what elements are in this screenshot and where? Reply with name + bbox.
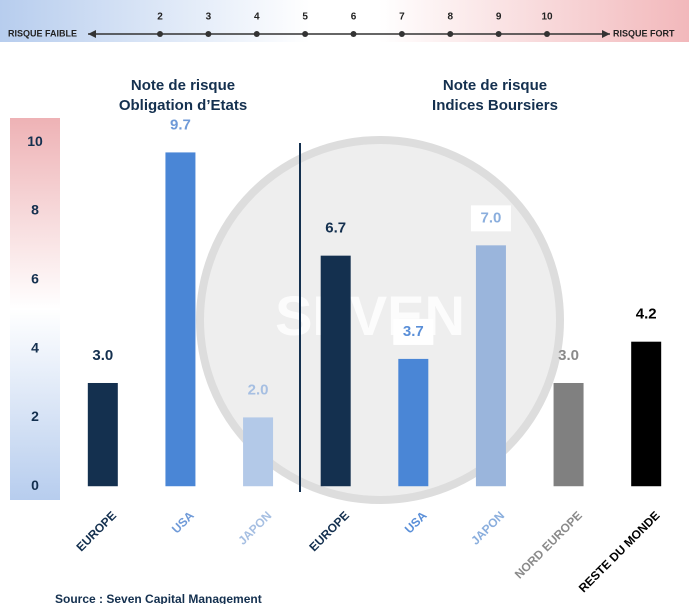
scale-tick-label: 5 (302, 12, 308, 23)
watermark-globe (196, 136, 564, 504)
value-label: 7.0 (481, 209, 502, 226)
scale-tick (157, 31, 163, 37)
bar (243, 417, 274, 487)
group-title: Obligation d’Etats (119, 97, 247, 114)
x-tick-label: NORD EUROPE (512, 508, 585, 581)
x-tick-label: EUROPE (306, 508, 352, 554)
scale-tick (350, 31, 357, 37)
group-title: Note de risque (131, 77, 235, 94)
y-tick-label: 2 (31, 408, 39, 424)
scale-background (0, 0, 689, 42)
scale-tick-label: 6 (351, 12, 357, 23)
value-label: 6.7 (325, 220, 346, 237)
scale-tick (495, 31, 502, 37)
y-tick-label: 4 (31, 339, 39, 355)
scale-tick-label: 7 (399, 12, 405, 23)
value-label: 3.0 (92, 347, 113, 364)
y-tick-label: 0 (31, 477, 39, 493)
scale-tick-label: 8 (447, 12, 453, 23)
scale-tick (447, 31, 454, 37)
bar (631, 341, 662, 487)
group-title: Note de risque (443, 77, 547, 94)
y-tick-label: 10 (27, 133, 43, 149)
x-tick-label: EUROPE (73, 508, 119, 554)
x-tick-label: JAPON (468, 508, 507, 547)
source: Source : Seven Capital Management (55, 592, 262, 604)
x-tick-label: USA (169, 508, 197, 536)
scale-tick-label: 9 (496, 12, 502, 23)
scale-tick-label: 4 (254, 12, 260, 23)
bar (398, 358, 429, 487)
scale-tick-label: 10 (541, 12, 553, 23)
scale-tick-label: 3 (206, 12, 212, 23)
scale-tick (253, 31, 260, 37)
scale-tick (302, 31, 309, 37)
y-axis-background (10, 118, 60, 500)
value-label: 2.0 (248, 381, 269, 398)
bar (165, 152, 196, 487)
bar (553, 382, 584, 487)
value-label-box (393, 318, 434, 345)
scale-tick (205, 31, 212, 37)
scale-tick-label: 2 (157, 12, 163, 23)
value-label: 3.0 (558, 347, 579, 364)
scale-tick (544, 31, 550, 37)
scale-right-label: RISQUE FORT (613, 28, 675, 38)
bar (87, 382, 118, 487)
x-tick-label: RESTE DU MONDE (576, 508, 663, 595)
group-title: Indices Boursiers (432, 97, 558, 114)
value-label: 4.2 (636, 306, 657, 323)
value-label-box (470, 205, 511, 232)
x-tick-label: JAPON (235, 508, 274, 547)
y-tick-label: 6 (31, 270, 39, 286)
x-tick-label: USA (402, 508, 430, 536)
watermark: SEVEN (275, 284, 465, 347)
scale-left-label: RISQUE FAIBLE (8, 28, 77, 38)
bar (320, 255, 351, 487)
bar (475, 245, 506, 487)
value-label: 9.7 (170, 116, 191, 133)
value-label: 3.7 (403, 323, 424, 340)
y-tick-label: 8 (31, 202, 39, 218)
scale-tick (398, 31, 405, 37)
